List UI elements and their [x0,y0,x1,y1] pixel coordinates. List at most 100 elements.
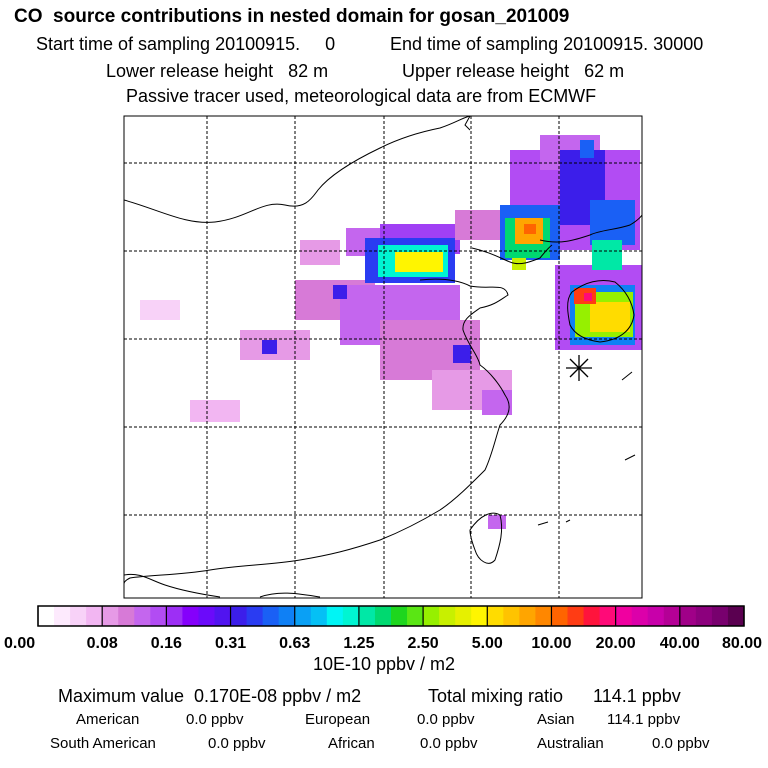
european-value: 0.0 ppbv [417,711,475,728]
colorbar-swatch [150,606,167,626]
colorbar-swatch [278,606,296,626]
colorbar-tick-label: 0.08 [87,635,118,652]
colorbar-swatch [182,606,199,626]
plume-cell [590,302,630,332]
colorbar-tick-label: 0.63 [279,635,310,652]
colorbar-swatch [38,606,55,626]
colorbar-swatch [711,606,729,626]
colorbar-swatch [727,606,745,626]
plume-cell [333,285,347,299]
colorbar-swatch [326,606,344,626]
colorbar-swatch [567,606,585,626]
colorbar-swatch [198,606,215,626]
colorbar-swatch [551,606,568,626]
colorbar-swatch [663,606,681,626]
american-label: American [76,711,140,728]
colorbar-swatch [679,606,697,626]
upper-release-label: Upper release height 62 m [402,61,625,81]
colorbar-swatch [230,606,248,626]
colorbar-swatch [310,606,328,626]
colorbar-swatch [118,606,135,626]
colorbar-swatch [70,606,87,626]
south-american-value: 0.0 ppbv [208,735,266,752]
colorbar-swatch [342,606,360,626]
colorbar-swatch [166,606,183,626]
colorbar-tick-label: 0.16 [151,635,182,652]
colorbar-swatch [134,606,151,626]
colorbar-unit: 10E-10 ppbv / m2 [312,654,456,674]
asian-value: 114.1 ppbv [607,711,681,728]
european-label: European [305,711,371,728]
chart-title: CO source contributions in nested domain… [14,6,570,27]
colorbar-swatch [262,606,280,626]
colorbar-swatch [647,606,665,626]
colorbar-tick-label: 0.31 [215,635,246,652]
asian-label: Asian [537,711,575,728]
plume-cell [453,345,471,363]
plume-cell [488,515,506,529]
colorbar-swatch [455,606,472,626]
african-label: African [328,735,375,752]
colorbar-swatch [54,606,71,626]
australian-label: Australian [537,735,604,752]
plume-cell [395,252,443,272]
colorbar-tick-label: 40.00 [660,635,700,652]
colorbar-swatch [631,606,649,626]
colorbar-tick-label: 2.50 [408,635,439,652]
colorbar-tick-label: 10.00 [531,635,571,652]
colorbar-tick-label: 20.00 [596,635,636,652]
colorbar-swatch [583,606,601,626]
plume-cell [482,390,512,415]
colorbar-swatch [102,606,119,626]
colorbar-ticks: 0.00 0.08 0.16 0.31 0.63 1.25 2.50 5.00 10.00 20.… [4,606,762,652]
colorbar-tick-label: 5.00 [472,635,503,652]
colorbar-swatch [615,606,633,626]
plume-cell [190,400,240,422]
colorbar-tick-label: 0.00 [4,635,35,652]
plume-cell [524,224,536,234]
plume-cell [592,240,622,270]
colorbar-swatch [599,606,617,626]
colorbar-tick-label: 1.25 [343,635,374,652]
colorbar-swatch [535,606,552,626]
colorbar-swatch [439,606,456,626]
colorbar-swatch [294,606,312,626]
tracer-note: Passive tracer used, meteorological data… [126,86,597,106]
colorbar-swatch [391,606,408,626]
colorbar-tick-label: 80.00 [722,635,762,652]
colorbar-swatch [86,606,103,626]
colorbar-swatch [214,606,232,626]
colorbar [37,605,745,627]
colorbar-swatch [407,606,424,626]
receptor-marker [566,355,592,381]
colorbar-swatch [423,606,440,626]
start-time-label: Start time of sampling 20100915. 0 [36,34,336,54]
african-value: 0.0 ppbv [420,735,478,752]
end-time-label: End time of sampling 20100915. 30000 [390,34,704,54]
plume-cell [590,200,635,245]
plume-cell [300,240,340,265]
colorbar-swatch [503,606,520,626]
concentration-field [140,135,642,529]
south-american-label: South American [50,735,156,752]
total-mixing-ratio: Total mixing ratio 114.1 ppbv [428,686,681,706]
colorbar-swatch [487,606,504,626]
plume-cell [584,293,592,301]
colorbar-swatch [471,606,488,626]
plume-cell [140,300,180,320]
colorbar-swatch [246,606,264,626]
colorbar-swatch [374,606,392,626]
colorbar-swatch [695,606,713,626]
plume-cell [262,340,277,354]
map-frame [123,115,643,599]
plume-cell [580,140,594,158]
maximum-value: Maximum value 0.170E-08 ppbv / m2 [58,686,362,706]
coastline [124,116,642,598]
australian-value: 0.0 ppbv [652,735,710,752]
lower-release-label: Lower release height 82 m [106,61,329,81]
colorbar-swatch [358,606,376,626]
american-value: 0.0 ppbv [186,711,244,728]
colorbar-swatch [519,606,536,626]
graticule [124,116,642,598]
